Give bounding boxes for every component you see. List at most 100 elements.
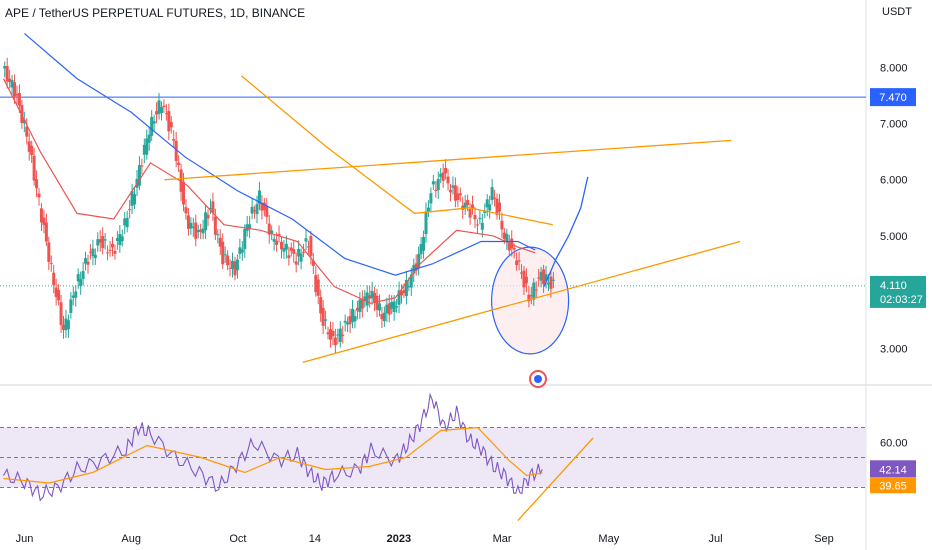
candle-body (397, 290, 401, 305)
axes: Jun Aug Oct 14 2023 Mar May Jul Sep 8.000 7.000 6.0… (16, 62, 908, 545)
x-tick-label: Jun (16, 533, 34, 545)
candle-body (363, 296, 367, 301)
candle-body (262, 202, 266, 211)
candle-body (218, 237, 222, 247)
candle-body (375, 295, 379, 310)
candle-body (267, 223, 271, 235)
candle-body (39, 208, 43, 223)
candle-body (272, 238, 276, 242)
candle-body (417, 253, 421, 268)
candle-body (328, 329, 332, 340)
candle-body (343, 320, 347, 323)
candle-body (260, 203, 264, 211)
candle-body (505, 233, 509, 242)
candle-body (358, 299, 362, 313)
candle-body (510, 238, 514, 249)
candle-body (27, 141, 31, 152)
candle-body (113, 250, 117, 254)
candle-body (453, 185, 457, 201)
candle-body (284, 243, 288, 250)
candle-body (44, 222, 48, 242)
candle-body (377, 303, 381, 311)
candle-body (485, 199, 489, 208)
orange-curve[interactable] (240, 75, 553, 226)
candle-body (400, 291, 404, 296)
rsi-ma-line[interactable] (3, 426, 543, 484)
candle-body (37, 193, 41, 198)
candle-body (211, 201, 215, 213)
candle-body (314, 275, 318, 293)
candle-body (304, 238, 308, 242)
candle-body (431, 181, 435, 185)
candle-body (451, 185, 455, 188)
x-tick-label: Aug (121, 533, 141, 545)
candle-body (446, 176, 450, 184)
candle-body (91, 248, 95, 257)
flag-icon-center (534, 375, 542, 383)
candle-body (297, 248, 301, 257)
candle-body (527, 294, 531, 302)
candle-body (142, 144, 146, 155)
candle-body (189, 222, 193, 229)
rsi-y-tick-label: 60.00 (880, 438, 908, 450)
price-pane[interactable]: 7.470 4.110 02:03:27 (0, 33, 926, 388)
candle-body (448, 189, 452, 193)
y-tick-label: 3.000 (880, 343, 908, 355)
candle-body (88, 251, 92, 253)
candle-body (106, 252, 110, 254)
candle-body (382, 312, 386, 322)
candle-body (370, 290, 374, 299)
candle-body (338, 328, 342, 342)
candle-body (32, 155, 36, 181)
candle-body (47, 242, 51, 262)
candle-body (333, 337, 337, 346)
candle-body (277, 233, 281, 236)
candle-body (515, 260, 519, 266)
candle-body (177, 162, 181, 166)
candle-body (248, 224, 252, 230)
candle-body (275, 240, 279, 245)
candle-body (539, 271, 543, 281)
y-tick-label: 7.000 (880, 119, 908, 131)
candle-body (551, 279, 555, 281)
candle-body (221, 241, 225, 265)
candle-body (145, 138, 149, 155)
candle-body (3, 65, 7, 69)
x-tick-label: 14 (309, 533, 321, 545)
candle-body (341, 334, 345, 336)
candle-body (204, 212, 208, 231)
candle-body (62, 324, 66, 330)
rsi-line[interactable] (3, 392, 543, 502)
candle-body (118, 234, 122, 246)
rsi-trendline[interactable] (517, 437, 594, 521)
projection-path[interactable] (543, 176, 589, 287)
rsi-ma-badge (870, 477, 916, 494)
candle-body (468, 209, 472, 218)
candle-body (172, 138, 176, 141)
candle-body (439, 173, 443, 177)
x-tick-label: May (598, 533, 619, 545)
candle-body (164, 113, 168, 115)
candle-body (353, 316, 357, 322)
trendline[interactable] (302, 240, 741, 363)
candle-body (270, 230, 274, 234)
currency-label: USDT (882, 6, 912, 18)
x-tick-label: Oct (229, 533, 246, 545)
trendline[interactable] (164, 139, 732, 181)
y-tick-label: 8.000 (880, 62, 908, 74)
candle-body (461, 205, 465, 210)
rsi-pane[interactable]: 42.14 39.65 (0, 392, 916, 521)
candle-body (490, 187, 494, 200)
candle-body (54, 287, 58, 297)
candle-body (235, 259, 239, 271)
ma-long-line[interactable] (24, 33, 536, 276)
candle-body (130, 191, 134, 206)
candle-body (42, 217, 46, 225)
ma-short-line[interactable] (2, 78, 536, 304)
candle-body (407, 286, 411, 288)
candle-body (255, 204, 259, 215)
candle-body (294, 261, 298, 265)
candle-body (507, 243, 511, 251)
candle-body (76, 274, 80, 282)
